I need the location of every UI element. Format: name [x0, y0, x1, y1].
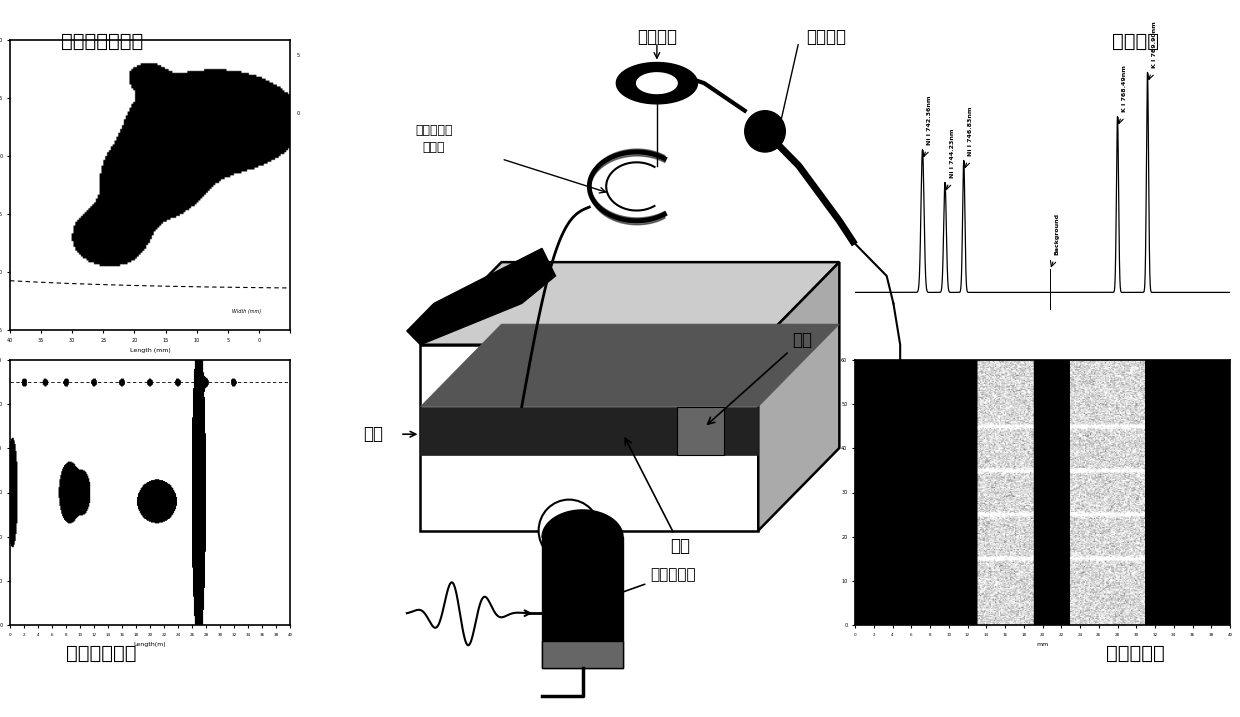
Text: 超声波探伤图: 超声波探伤图 — [67, 645, 136, 663]
Text: Ni I 746.83nm: Ni I 746.83nm — [968, 107, 973, 156]
Text: 光谱探头: 光谱探头 — [806, 28, 846, 46]
Polygon shape — [759, 262, 839, 531]
X-axis label: Length (mm): Length (mm) — [130, 348, 170, 353]
Polygon shape — [677, 407, 724, 455]
Circle shape — [552, 513, 587, 548]
Circle shape — [745, 110, 785, 152]
Polygon shape — [636, 73, 677, 93]
Text: 5: 5 — [296, 53, 299, 58]
Polygon shape — [420, 407, 759, 455]
Text: Background: Background — [1054, 213, 1059, 255]
Polygon shape — [542, 510, 622, 538]
Text: K I 769.90nm: K I 769.90nm — [1152, 22, 1157, 68]
Text: 元素分布图: 元素分布图 — [1106, 645, 1166, 663]
Polygon shape — [542, 538, 622, 668]
Text: 超声探测器: 超声探测器 — [587, 566, 696, 606]
Text: 焊缝: 焊缝 — [625, 438, 691, 555]
Polygon shape — [420, 262, 839, 345]
Text: Width (mm): Width (mm) — [232, 308, 260, 313]
X-axis label: Length(m): Length(m) — [134, 642, 166, 647]
Text: 0: 0 — [296, 111, 299, 116]
Circle shape — [538, 500, 599, 561]
Polygon shape — [420, 324, 839, 407]
Text: 样品: 样品 — [363, 425, 383, 443]
Polygon shape — [616, 62, 697, 104]
Text: 激光透导等
离子体: 激光透导等 离子体 — [415, 125, 453, 154]
Text: 光谱信号: 光谱信号 — [1112, 32, 1159, 51]
Polygon shape — [542, 641, 622, 668]
Polygon shape — [407, 248, 556, 345]
Text: K I 768.49nm: K I 768.49nm — [1122, 65, 1127, 112]
Text: Ni I 742.36nm: Ni I 742.36nm — [928, 95, 932, 145]
Text: 残余应力分布图: 残余应力分布图 — [61, 32, 143, 51]
Text: 缺陷: 缺陷 — [708, 331, 812, 424]
Polygon shape — [420, 345, 759, 531]
X-axis label: mm: mm — [1037, 642, 1049, 647]
Text: 脉冲激光: 脉冲激光 — [637, 28, 677, 46]
Text: Ni I 744.23nm: Ni I 744.23nm — [950, 128, 955, 178]
